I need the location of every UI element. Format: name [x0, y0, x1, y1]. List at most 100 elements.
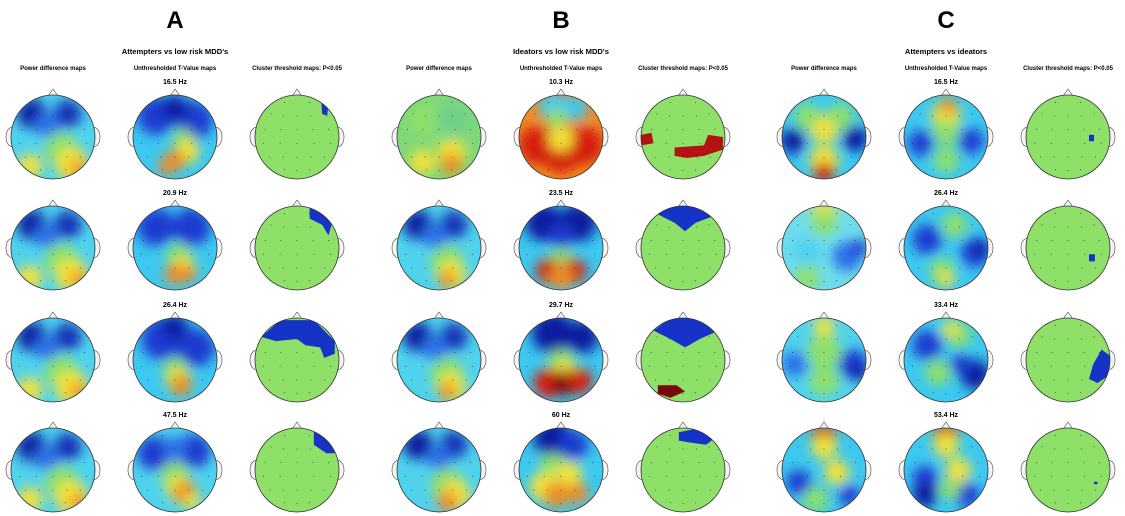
- electrode: [330, 253, 332, 255]
- right-ear: [479, 237, 487, 259]
- left-ear: [249, 459, 257, 481]
- scalp-outline: [254, 317, 340, 403]
- cluster-threshold-map: [635, 421, 731, 513]
- electrode: [438, 365, 440, 367]
- electrode: [1067, 351, 1069, 353]
- electrode: [465, 489, 467, 491]
- right-ear: [1108, 349, 1116, 371]
- electrode: [840, 142, 842, 144]
- electrode: [262, 475, 264, 477]
- electrode: [309, 115, 311, 117]
- electrode: [592, 128, 593, 130]
- electrode: [708, 446, 710, 448]
- electrode: [39, 392, 41, 394]
- electrode: [65, 338, 67, 340]
- electrode: [656, 224, 658, 226]
- electrode: [1054, 169, 1056, 171]
- electrode: [714, 239, 715, 241]
- frequency-label: 16.5 Hz: [934, 79, 959, 86]
- electrode: [1080, 338, 1082, 340]
- electrode: [1080, 435, 1082, 437]
- electrode: [310, 379, 312, 381]
- right-ear: [723, 126, 731, 148]
- electrode: [849, 224, 851, 226]
- topo-blob: [137, 436, 171, 471]
- electrode: [265, 239, 266, 241]
- scalp-outline: [518, 427, 604, 513]
- electrode: [669, 213, 671, 215]
- electrode: [78, 336, 80, 338]
- scalp-outline: [254, 205, 340, 291]
- scalp-outline: [10, 205, 96, 291]
- electrode: [452, 267, 454, 269]
- electrode: [312, 128, 314, 130]
- frequency-label: 47.5 Hz: [163, 412, 188, 419]
- electrode: [656, 446, 658, 448]
- scalp-outline: [396, 427, 482, 513]
- electrode: [296, 253, 298, 255]
- electrode: [265, 351, 266, 353]
- electrode: [911, 253, 913, 255]
- electrode: [1051, 351, 1053, 353]
- electrode: [560, 253, 562, 255]
- electrode: [979, 365, 981, 367]
- electrode: [309, 502, 311, 504]
- electrode: [573, 213, 575, 215]
- electrode: [161, 338, 163, 340]
- electrode: [407, 239, 408, 241]
- electrode: [174, 351, 176, 353]
- electrode: [52, 170, 54, 172]
- electrode: [971, 446, 973, 448]
- electrode: [52, 503, 54, 505]
- right-ear: [215, 237, 223, 259]
- electrode: [682, 461, 684, 463]
- electrode: [309, 102, 311, 104]
- electrode: [1053, 489, 1055, 491]
- electrode: [958, 280, 960, 282]
- electrode: [669, 226, 671, 228]
- electrode-grid: [789, 435, 859, 505]
- electrode: [200, 113, 202, 115]
- right-ear: [864, 126, 872, 148]
- electrode: [682, 156, 684, 158]
- topo-blob: [941, 212, 968, 238]
- electrode: [65, 448, 67, 450]
- electrode: [547, 213, 549, 215]
- topo-field: [397, 318, 481, 402]
- electrode: [65, 325, 67, 327]
- topo-blob: [828, 103, 854, 129]
- electrode: [187, 325, 189, 327]
- frequency-label: 53.4 Hz: [934, 412, 959, 419]
- electrode: [668, 489, 670, 491]
- electrode: [560, 461, 562, 463]
- topo-blob: [53, 211, 82, 239]
- electrode: [682, 115, 684, 117]
- electrode: [1083, 461, 1085, 463]
- topo-blob: [912, 330, 942, 360]
- topo-field: [519, 428, 603, 512]
- electrode: [84, 461, 85, 463]
- electrode: [296, 156, 298, 158]
- electrode: [577, 253, 579, 255]
- topo-blob: [17, 264, 43, 290]
- electrode: [280, 239, 282, 241]
- topo-field: [11, 95, 95, 179]
- electrode: [655, 489, 657, 491]
- scalp-outline: [640, 205, 726, 291]
- electrode: [25, 489, 27, 491]
- electrode: [52, 365, 54, 367]
- electrode: [682, 393, 684, 395]
- topo-blob: [34, 222, 60, 248]
- topo-blob: [782, 128, 806, 154]
- electrode: [958, 115, 960, 117]
- panel-c: C Attempters vs ideators Power difference …: [776, 7, 1116, 513]
- topo-blob: [53, 323, 82, 351]
- nose: [291, 199, 303, 208]
- right-ear: [479, 126, 487, 148]
- nose: [818, 199, 830, 208]
- right-ear: [986, 459, 994, 481]
- electrode: [411, 156, 413, 158]
- electrode: [945, 239, 947, 241]
- electrode: [918, 489, 920, 491]
- electrode: [543, 142, 545, 144]
